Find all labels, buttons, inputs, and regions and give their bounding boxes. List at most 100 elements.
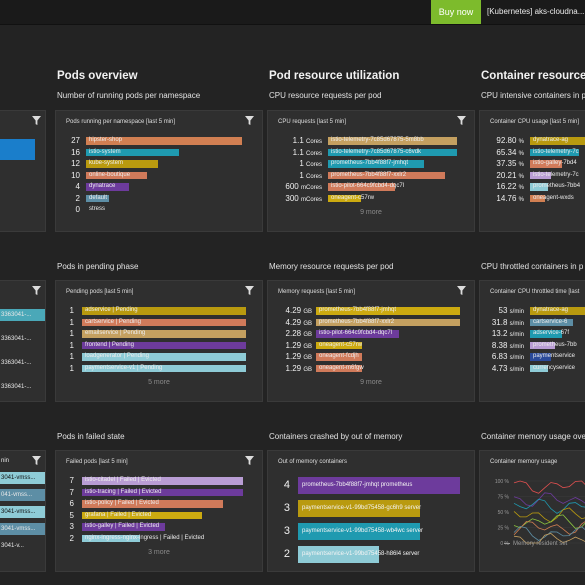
axis-tick-label: 100 % xyxy=(495,479,510,485)
list-item[interactable]: 6 istio-policy | Failed | Evicted xyxy=(56,498,262,510)
more-link[interactable]: 5 more xyxy=(148,379,170,386)
list-item[interactable]: 4 dynatrace xyxy=(56,181,262,193)
item-label: prometheus-7bb4f88f7-xxlr2 xyxy=(331,171,407,178)
list-item[interactable]: 1.29 GB oneagent-fcdjh xyxy=(268,351,474,363)
memory-series-line xyxy=(513,480,585,494)
list-item[interactable]: 4.73 s/min currencyservice xyxy=(480,363,585,375)
list-item[interactable]: 3041-vmss... xyxy=(0,523,45,535)
list-item[interactable]: 65.34 % istio-telemetry-7c xyxy=(480,147,585,159)
list-item[interactable]: 1.29 GB oneagent-c57rw xyxy=(268,340,474,352)
list-item[interactable]: 3363041-... xyxy=(1,336,32,342)
list-item[interactable]: 1 frontend | Pending xyxy=(56,340,262,352)
list-item[interactable]: 1.29 GB oneagent-m6fgw xyxy=(268,363,474,375)
item-unit: mCores xyxy=(300,185,322,191)
list-item[interactable]: 6.83 s/min paymentservice xyxy=(480,351,585,363)
list-item[interactable]: 3041-vmss... xyxy=(0,506,45,518)
filter-icon[interactable] xyxy=(32,116,41,125)
item-value: 4.29 GB xyxy=(285,306,312,315)
list-item[interactable]: 7 istio-citadel | Failed | Evicted xyxy=(56,475,262,487)
list-item[interactable]: 3 paymentservice-v1-99bd75458-wb4wc serve… xyxy=(268,523,474,540)
filter-icon[interactable] xyxy=(32,286,41,295)
item-bar xyxy=(86,171,147,179)
list-item[interactable]: 4.29 GB prometheus-7bb4f88f7-jmhqt xyxy=(268,305,474,317)
filter-icon[interactable] xyxy=(32,456,41,465)
list-item[interactable]: 27 hipster-shop xyxy=(56,135,262,147)
list-item[interactable]: 37.35 % istio-galley-7bd4 xyxy=(480,158,585,170)
list-item[interactable]: 3 paymentservice-v1-99bd75458-gc6h9 serve… xyxy=(268,500,474,517)
left-tile-1[interactable] xyxy=(0,110,46,232)
list-item[interactable]: 1 paymentservice-v1 | Pending xyxy=(56,363,262,375)
buy-now-button[interactable]: Buy now xyxy=(431,0,481,24)
list-item[interactable]: 20.21 % istio-telemetry-7c xyxy=(480,170,585,182)
list-item[interactable]: 7 istio-tracing | Failed | Evicted xyxy=(56,487,262,499)
tile-oom[interactable]: Out of memory containers 4 prometheus-7bb… xyxy=(267,450,475,572)
item-bar xyxy=(82,364,246,372)
tile-memory-usage[interactable]: Container memory usage 100 % 75 % 50 % 25 %… xyxy=(479,450,585,572)
list-item[interactable]: 16 istio-system xyxy=(56,147,262,159)
list-item[interactable]: 600 mCores istio-pilot-664c9fcbd4-dqc7l xyxy=(268,181,474,193)
more-link[interactable]: 9 more xyxy=(360,379,382,386)
list-item[interactable]: 0 stress xyxy=(56,204,262,216)
list-item[interactable]: 041-vmss... xyxy=(0,489,45,501)
list-item[interactable]: 1 loadgenerator | Pending xyxy=(56,351,262,363)
tile-running-pods[interactable]: Pods running per namespace [last 5 min] … xyxy=(55,110,263,232)
item-bar xyxy=(530,318,573,326)
list-item[interactable]: 10 online-boutique xyxy=(56,170,262,182)
tile-cpu-throttled[interactable]: Container CPU throttled time [last 53 s/… xyxy=(479,280,585,402)
filter-icon[interactable] xyxy=(457,286,466,295)
list-item[interactable]: 1.1 Cores istio-telemetry-7c85d67875-c6vd… xyxy=(268,147,474,159)
filter-icon[interactable] xyxy=(245,116,254,125)
memory-series-line xyxy=(513,533,585,544)
item-bar xyxy=(316,364,362,372)
item-unit: Cores xyxy=(305,139,322,145)
tile-cpu-requests[interactable]: CPU requests [last 5 min] 1.1 Cores istio… xyxy=(267,110,475,232)
environment-breadcrumb[interactable]: [Kubernetes] aks-cloudna... xyxy=(487,7,585,16)
filter-icon[interactable] xyxy=(457,116,466,125)
more-link[interactable]: 9 more xyxy=(360,209,382,216)
list-item[interactable]: 1 Cores prometheus-7bb4f88f7-xxlr2 xyxy=(268,170,474,182)
filter-icon[interactable] xyxy=(245,456,254,465)
list-item[interactable]: 2.28 GB istio-pilot-664c9fcbd4-dqc7l xyxy=(268,328,474,340)
list-item[interactable]: 92.80 % dynatrace-ag xyxy=(480,135,585,147)
list-item[interactable]: nin xyxy=(1,458,10,464)
list-item[interactable]: 1.1 Cores istio-telemetry-7c85d67875-5m8b… xyxy=(268,135,474,147)
list-item[interactable]: 53 s/min dynatrace-ag xyxy=(480,305,585,317)
list-item[interactable]: 3363041-... xyxy=(1,384,32,390)
left-tile-2[interactable]: 3363041-... 3363041-... 3363041-... 3363041… xyxy=(0,280,46,402)
tile-pending-pods[interactable]: Pending pods [last 5 min] 1 adservice | P… xyxy=(55,280,263,402)
list-item[interactable]: 3 istio-galley | Failed | Evicted xyxy=(56,521,262,533)
list-item[interactable]: 13.2 s/min adservice-67f xyxy=(480,328,585,340)
list-item[interactable]: 2 nginx-ingress-nginx-ingress | Failed | … xyxy=(56,533,262,545)
list-item[interactable]: 31.8 s/min cartservice-6 xyxy=(480,317,585,329)
list-item[interactable]: 300 mCores oneagent-c57rw xyxy=(268,193,474,205)
list-item[interactable]: 12 kube-system xyxy=(56,158,262,170)
list-item[interactable]: 14.76 % oneagent-wxds xyxy=(480,193,585,205)
list-item[interactable]: 4 prometheus-7bb4f88f7-jmhqt prometheus xyxy=(268,477,474,494)
list-item[interactable]: 2 paymentservice-v1-99bd75458-h86l4 serve… xyxy=(268,546,474,563)
tile-failed-pods[interactable]: Failed pods [last 5 min] 7 istio-citadel … xyxy=(55,450,263,572)
list-item[interactable]: 3363041-... xyxy=(1,360,32,366)
list-item[interactable]: 1 cartservice | Pending xyxy=(56,317,262,329)
list-item[interactable]: 8.38 s/min prometheus-7bb xyxy=(480,340,585,352)
item-label: frontend | Pending xyxy=(85,341,134,348)
list-item[interactable]: 3363041-... xyxy=(0,309,45,321)
list-item[interactable]: 1 Cores prometheus-7bb4f88f7-jmhqt xyxy=(268,158,474,170)
list-item[interactable]: 2 default xyxy=(56,193,262,205)
tile-memory-requests[interactable]: Memory requests [last 5 min] 4.29 GB prom… xyxy=(267,280,475,402)
list-item[interactable]: 4.29 GB prometheus-7bb4f88f7-xxlr2 xyxy=(268,317,474,329)
filter-icon[interactable] xyxy=(245,286,254,295)
item-value: 6.83 s/min xyxy=(491,352,524,361)
tile-cpu-intensive[interactable]: Container CPU usage [last 5 min] 92.80 %… xyxy=(479,110,585,232)
list-item[interactable]: 16.22 % prometheus-7bb4 xyxy=(480,181,585,193)
list-item[interactable]: 3041-vmss... xyxy=(0,472,45,484)
item-value: 65.34 % xyxy=(496,147,524,157)
list-item[interactable]: 1 adservice | Pending xyxy=(56,305,262,317)
list-item[interactable]: 1 emailservice | Pending xyxy=(56,328,262,340)
item-value: 2 xyxy=(283,548,290,560)
more-link[interactable]: 3 more xyxy=(148,549,170,556)
memory-series-line xyxy=(513,525,585,541)
list-item[interactable]: 3041-v... xyxy=(1,543,24,549)
left-tile-3[interactable]: nin 3041-vmss... 041-vmss... 3041-vmss... 30… xyxy=(0,450,46,572)
item-label: kube-system xyxy=(89,160,124,166)
list-item[interactable]: 5 grafana | Failed | Evicted xyxy=(56,510,262,522)
